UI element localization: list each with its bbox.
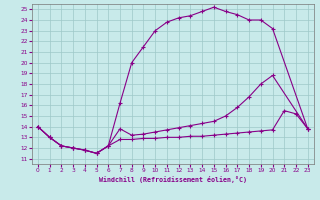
X-axis label: Windchill (Refroidissement éolien,°C): Windchill (Refroidissement éolien,°C) — [99, 176, 247, 183]
